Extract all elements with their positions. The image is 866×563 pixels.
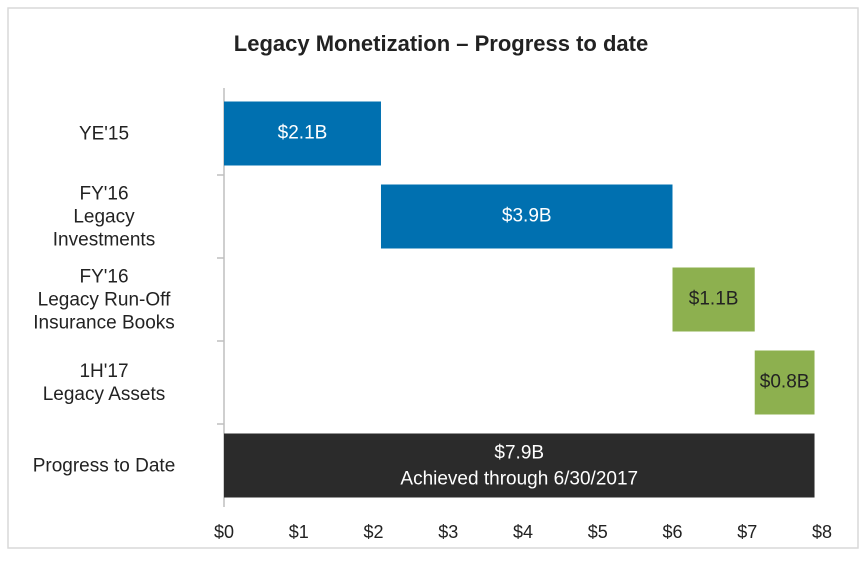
x-tick-label: $1: [289, 522, 309, 542]
category-label: 1H'17 Legacy Assets: [42, 360, 166, 405]
bar: [380, 184, 673, 249]
x-tick-label: $8: [812, 522, 832, 542]
category-label: FY'16 Legacy Run-Off Insurance Books: [33, 266, 175, 333]
bar: [224, 101, 381, 166]
category-label: YE'15: [78, 123, 130, 144]
x-tick-label: $4: [513, 522, 533, 542]
bar: [672, 267, 755, 332]
chart-title: Legacy Monetization – Progress to date: [234, 31, 648, 56]
x-tick-label: $3: [438, 522, 458, 542]
category-label: FY'16 Legacy Investments: [52, 183, 156, 250]
x-tick-label: $5: [588, 522, 608, 542]
value-label: $7.9B: [494, 443, 544, 464]
x-tick-label: $0: [214, 522, 234, 542]
annotation: Achieved through 6/30/2017: [400, 469, 638, 490]
value-label: $2.1B: [278, 123, 328, 144]
bar: [754, 350, 815, 415]
x-tick-label: $2: [363, 522, 383, 542]
category-label: Progress to Date: [32, 455, 176, 476]
value-label: $0.8B: [760, 372, 810, 393]
x-tick-label: $7: [737, 522, 757, 542]
bar: [224, 433, 815, 498]
value-label: $3.9B: [502, 206, 552, 227]
x-tick-label: $6: [662, 522, 682, 542]
value-label: $1.1B: [689, 289, 739, 310]
